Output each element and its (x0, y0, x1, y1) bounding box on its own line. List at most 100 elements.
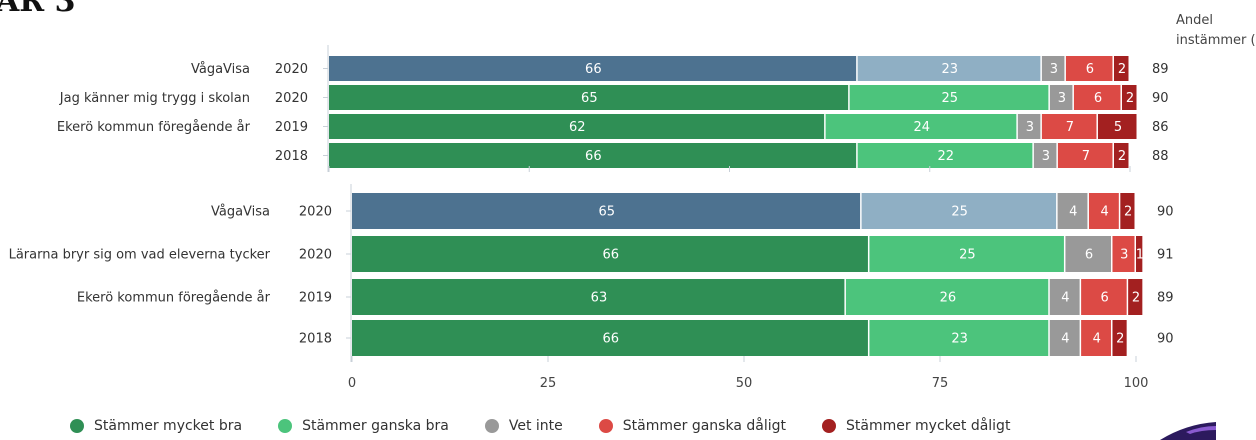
data-label: 65 (599, 205, 616, 220)
bar-segment-ganska-daligt (1065, 56, 1113, 81)
data-label: 63 (591, 291, 608, 306)
legend-item: Stämmer ganska dåligt (598, 418, 786, 434)
data-label: 4 (1061, 291, 1069, 306)
legend-dot-icon (598, 419, 613, 433)
bar-segment-ganska-daligt (1088, 193, 1119, 229)
x-tick-label: 100 (1124, 376, 1149, 391)
bar-segment-ganska-daligt (1112, 236, 1135, 272)
data-label: 26 (940, 291, 957, 306)
bar-segment-ganska-bra (857, 143, 1033, 168)
row-label: VågaVisa (211, 205, 270, 220)
data-label: 6 (1094, 91, 1102, 106)
data-label: 3 (1120, 248, 1128, 263)
bar-segment-mycket-bra (352, 193, 861, 229)
bar-segment-mycket-bra (352, 279, 845, 315)
data-label: 4 (1093, 332, 1101, 347)
data-label: 6 (1085, 248, 1093, 263)
row-label: Lärarna bryr sig om vad eleverna tycker (9, 248, 271, 263)
row-label: Jag känner mig trygg i skolan (59, 91, 250, 106)
bar-segment-mycket-daligt (1121, 85, 1137, 110)
data-label: 7 (1082, 149, 1090, 164)
bar-segment-mycket-bra (329, 85, 849, 110)
x-tick-label: 0 (348, 376, 356, 391)
row-label: Ekerö kommun föregående år (77, 291, 271, 306)
data-label: 7 (1066, 120, 1074, 135)
bar-segment-vet-inte (1049, 85, 1073, 110)
bar-segment-ganska-daligt (1057, 143, 1113, 168)
stacked-bar-chart: Andel instämmer (%) VågaVisa202066233628… (9, 13, 1256, 391)
bar-segment-mycket-daligt (1136, 236, 1143, 272)
bar-segment-ganska-bra (825, 114, 1017, 139)
share-value: 91 (1157, 248, 1174, 263)
share-value: 90 (1157, 332, 1174, 347)
legend: Stämmer mycket bra Stämmer ganska bra Vet … (70, 418, 1046, 434)
row-label: VågaVisa (191, 62, 250, 77)
bar-segment-mycket-daligt (1097, 114, 1137, 139)
data-label: 66 (602, 248, 619, 263)
row-year: 2019 (299, 291, 332, 306)
legend-item: Stämmer ganska bra (278, 418, 449, 434)
legend-dot-icon (70, 419, 84, 433)
data-label: 2 (1126, 91, 1134, 106)
row-year: 2019 (275, 120, 308, 135)
data-label: 2 (1118, 62, 1126, 77)
legend-dot-icon (278, 419, 293, 433)
row-year: 2020 (275, 91, 308, 106)
x-tick-label: 25 (540, 376, 557, 391)
data-label: 2 (1118, 149, 1126, 164)
data-label: 4 (1069, 205, 1077, 220)
row-year: 2018 (299, 332, 332, 347)
bar-segment-vet-inte (1049, 320, 1080, 356)
x-tick-label: 75 (932, 376, 949, 391)
bar-segment-ganska-bra (861, 193, 1057, 229)
share-header-line2: instämmer (%) (1176, 33, 1256, 48)
bar-segment-ganska-bra (869, 236, 1064, 272)
data-label: 25 (951, 205, 968, 220)
bar-segment-ganska-bra (849, 85, 1049, 110)
data-label: 66 (602, 332, 619, 347)
bar-segment-mycket-daligt (1112, 320, 1127, 356)
x-tick-label: 50 (736, 376, 753, 391)
bar-segment-mycket-bra (329, 143, 857, 168)
bar-segment-mycket-daligt (1128, 279, 1143, 315)
x-axis: 0 25 50 75 100 (328, 166, 1149, 391)
bar-segment-ganska-bra (845, 279, 1049, 315)
bar-segment-mycket-bra (352, 320, 868, 356)
data-label: 25 (942, 91, 959, 106)
bar-segment-mycket-daligt (1113, 143, 1129, 168)
data-label: 66 (585, 62, 602, 77)
data-label: 6 (1086, 62, 1094, 77)
row-year: 2020 (299, 205, 332, 220)
legend-label: Stämmer ganska dåligt (622, 418, 786, 434)
bar-segment-mycket-daligt (1120, 193, 1135, 229)
row-year: 2020 (275, 62, 308, 77)
data-label: 3 (1026, 120, 1034, 135)
bar-segment-ganska-daligt (1081, 320, 1111, 356)
bar-segment-mycket-bra (352, 236, 868, 272)
share-value: 89 (1152, 62, 1169, 77)
bar-segment-vet-inte (1065, 236, 1111, 272)
bar-segment-mycket-bra (329, 114, 825, 139)
data-label: 24 (913, 120, 930, 135)
data-label: 23 (951, 332, 968, 347)
share-value: 86 (1152, 120, 1169, 135)
legend-label: Stämmer ganska bra (302, 418, 449, 434)
row-label: Ekerö kommun föregående år (57, 120, 251, 135)
legend-label: Stämmer mycket bra (94, 418, 243, 434)
legend-item: Stämmer mycket bra (70, 418, 242, 434)
legend-item: Stämmer mycket dåligt (821, 418, 1011, 434)
data-label: 3 (1042, 149, 1050, 164)
legend-label: Stämmer mycket dåligt (845, 418, 1011, 434)
bar-segment-vet-inte (1033, 143, 1057, 168)
bar-segment-mycket-bra (329, 56, 857, 81)
share-header-line1: Andel (1176, 13, 1213, 28)
data-label: 3 (1058, 91, 1066, 106)
bar-segment-ganska-bra (869, 320, 1049, 356)
data-label: 22 (937, 149, 954, 164)
bar-segment-vet-inte (1057, 193, 1088, 229)
bar-segment-vet-inte (1041, 56, 1065, 81)
row-year: 2018 (275, 149, 308, 164)
data-label: 4 (1100, 205, 1108, 220)
bar-segment-ganska-daligt (1081, 279, 1127, 315)
